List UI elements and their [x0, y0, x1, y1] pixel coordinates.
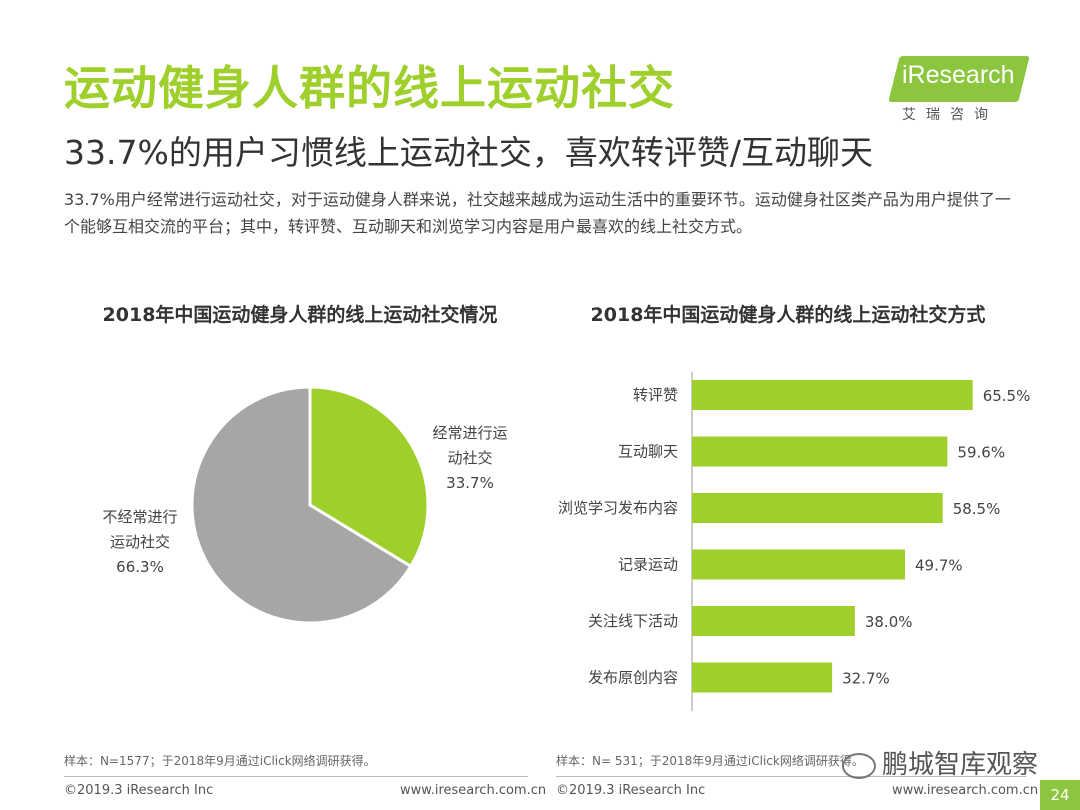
bar-chart-title: 2018年中国运动健身人群的线上运动社交方式	[590, 304, 986, 326]
pie-slice	[190, 385, 413, 625]
footnote-left: 样本：N=1577；于2018年9月通过iClick网络调研获得。	[64, 754, 376, 768]
bar-value-label: 59.6%	[957, 444, 1005, 462]
pie-slice-label: 运动社交	[110, 533, 170, 551]
bar-value-label: 38.0%	[865, 613, 913, 631]
page-description: 33.7%用户经常进行运动社交，对于运动健身人群来说，社交越来越成为运动生活中的…	[64, 190, 1011, 236]
footer-divider-left	[64, 776, 528, 777]
pie-slice-label: 不经常进行	[102, 508, 177, 526]
bar-category-label: 发布原创内容	[588, 669, 678, 687]
logo-text: iResearch	[902, 61, 1015, 89]
bar	[692, 606, 855, 636]
page-title: 运动健身人群的线上运动社交	[64, 61, 675, 115]
footer-copyright-left: ©2019.3 iResearch Inc	[64, 783, 214, 798]
pie-slice-label: 动社交	[447, 449, 492, 467]
bar-value-label: 32.7%	[842, 670, 890, 688]
iresearch-logo: iResearch 艾瑞咨询	[888, 56, 1030, 126]
pie-chart-title: 2018年中国运动健身人群的线上运动社交情况	[102, 304, 498, 326]
bar-category-label: 记录运动	[618, 556, 678, 574]
footer-url-right: www.iresearch.com.cn	[892, 783, 1039, 798]
wechat-icon	[842, 752, 876, 779]
bar-value-label: 65.5%	[983, 387, 1031, 405]
bar-value-label: 49.7%	[915, 557, 963, 575]
watermark: 鹏城智库观察	[842, 744, 1038, 781]
bar	[692, 549, 905, 580]
footer-copyright-right: ©2019.3 iResearch Inc	[556, 783, 706, 798]
bar-category-label: 关注线下活动	[588, 612, 678, 630]
bar	[692, 493, 943, 523]
logo-cn-text: 艾瑞咨询	[902, 107, 998, 123]
bar-category-label: 互动聊天	[618, 443, 678, 461]
footer-divider-right	[556, 776, 1026, 777]
pie-slice-percent: 33.7%	[446, 474, 494, 492]
bar-category-label: 浏览学习发布内容	[558, 499, 678, 517]
footnote-right: 样本：N= 531；于2018年9月通过iClick网络调研获得。	[556, 754, 864, 768]
pie-slice-percent: 66.3%	[116, 558, 164, 576]
bar	[692, 662, 833, 693]
pie-slice-label: 经常进行运	[432, 424, 507, 442]
page-subtitle: 33.7%的用户习惯线上运动社交，喜欢转评赞/互动聊天	[64, 133, 873, 172]
watermark-text: 鹏城智库观察	[882, 750, 1039, 780]
bar	[692, 380, 973, 410]
bar-value-label: 58.5%	[953, 500, 1001, 518]
footer-url-left: www.iresearch.com.cn	[400, 783, 547, 798]
bar	[692, 436, 948, 467]
bar-category-label: 转评赞	[633, 386, 678, 404]
page-number: 24	[1040, 780, 1080, 810]
